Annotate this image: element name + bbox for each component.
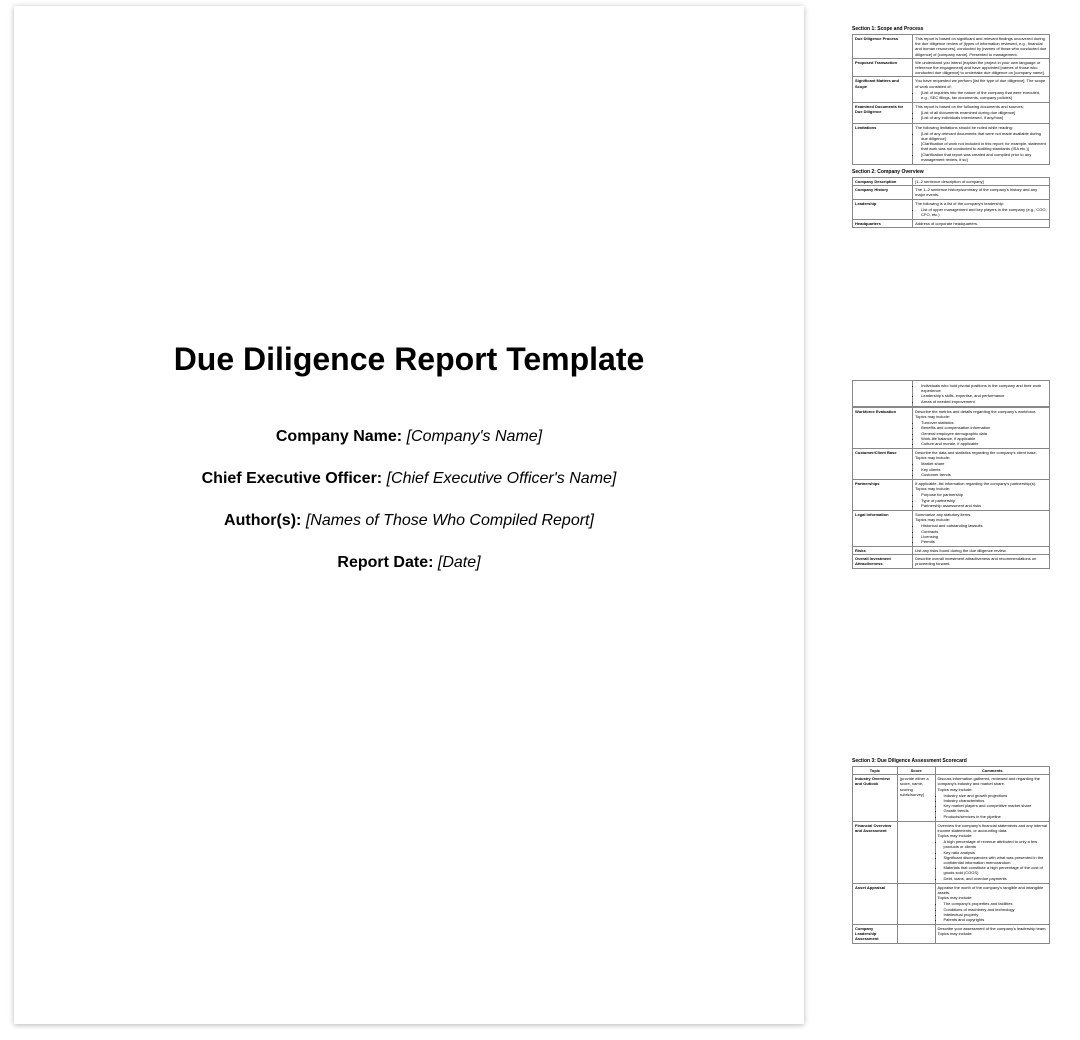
row-label: Legal Information <box>853 510 913 546</box>
scorecard-comments: Overview the company's financial stateme… <box>935 821 1050 883</box>
table-header-cell: Score <box>897 767 935 775</box>
table-row: Company HistoryThe 1–2 sentence history/… <box>853 186 1050 199</box>
row-body: If applicable, list information regardin… <box>913 480 1050 511</box>
document-title: Due Diligence Report Template <box>14 341 804 378</box>
row-body: The following limitations should be note… <box>913 123 1050 164</box>
row-body: The 1–2 sentence history/summary of the … <box>913 186 1050 199</box>
scorecard-comments: Discuss information gathered, reviewed a… <box>935 775 1050 822</box>
meta-line: Author(s): [Names of Those Who Compiled … <box>14 512 804 530</box>
table-row: Customer/Client BaseDescribe the data an… <box>853 449 1050 480</box>
table-row: Legal InformationSummarize any statutory… <box>853 510 1050 546</box>
table-row: Asset Appraisal Appraise the worth of the… <box>853 883 1050 924</box>
scorecard-comments: Appraise the worth of the company's tang… <box>935 883 1050 924</box>
meta-line: Chief Executive Officer: [Chief Executiv… <box>14 470 804 488</box>
scorecard-topic: Financial Overview and Assessment <box>853 821 898 883</box>
thumbnail-page-2[interactable]: Section 1: Scope and Process Due Diligen… <box>852 24 1050 228</box>
section-2-heading: Section 2: Company Overview <box>852 169 1050 175</box>
row-body: [1–2 sentence description of company] <box>913 177 1050 185</box>
section-1-heading: Section 1: Scope and Process <box>852 26 1050 32</box>
scorecard-comments: Describe your assessment of the company'… <box>935 925 1050 944</box>
scorecard-score <box>897 821 935 883</box>
row-label: Workforce Evaluation <box>853 407 913 448</box>
row-body: Describe the metrics and details regardi… <box>913 407 1050 448</box>
meta-label: Author(s): <box>224 512 306 529</box>
row-body: Individuals who hold pivotal positions i… <box>913 381 1050 407</box>
row-body: This report is based on the following do… <box>913 103 1050 124</box>
meta-line: Report Date: [Date] <box>14 554 804 572</box>
section-2-table-continued: Individuals who hold pivotal positions i… <box>852 380 1050 407</box>
section-3-heading: Section 3: Due Diligence Assessment Scor… <box>852 758 1050 764</box>
table-header-cell: Comments <box>935 767 1050 775</box>
meta-value: [Company's Name] <box>407 428 543 445</box>
scorecard-topic: Industry Overview and Outlook <box>853 775 898 822</box>
table-row: LimitationsThe following limitations sho… <box>853 123 1050 164</box>
meta-value: [Date] <box>438 554 481 571</box>
row-body: We understand you intend [explain the pr… <box>913 58 1050 77</box>
row-body: Describe the data and statistics regardi… <box>913 449 1050 480</box>
row-body: Address of corporate headquarters. <box>913 220 1050 228</box>
table-row: Due Diligence ProcessThis report is base… <box>853 35 1050 59</box>
meta-value: [Names of Those Who Compiled Report] <box>306 512 594 529</box>
meta-label: Company Name: <box>276 428 407 445</box>
meta-label: Chief Executive Officer: <box>202 470 387 487</box>
thumbnail-page-4[interactable]: Section 3: Due Diligence Assessment Scor… <box>852 756 1050 944</box>
table-header-row: TopicScoreComments <box>853 767 1050 775</box>
table-row: RisksList any risks found during the due… <box>853 547 1050 555</box>
table-header-cell: Topic <box>853 767 898 775</box>
row-label: Customer/Client Base <box>853 449 913 480</box>
row-body: List any risks found during the due dili… <box>913 547 1050 555</box>
row-label: Significant Matters and Scope <box>853 77 913 103</box>
scorecard-score: [provide either a score, name, scoring r… <box>897 775 935 822</box>
row-body: This report is based on significant and … <box>913 35 1050 59</box>
section-1-table: Due Diligence ProcessThis report is base… <box>852 34 1050 165</box>
row-label <box>853 381 913 407</box>
row-label: Company History <box>853 186 913 199</box>
row-label: Partnerships <box>853 480 913 511</box>
table-row: Workforce EvaluationDescribe the metrics… <box>853 407 1050 448</box>
meta-label: Report Date: <box>337 554 437 571</box>
row-label: Proposed Transaction <box>853 58 913 77</box>
row-label: Leadership <box>853 199 913 220</box>
row-label: Limitations <box>853 123 913 164</box>
document-meta-block: Company Name: [Company's Name] Chief Exec… <box>14 404 804 596</box>
section-2-table: Company Description[1–2 sentence descrip… <box>852 177 1050 228</box>
table-row: HeadquartersAddress of corporate headqua… <box>853 220 1050 228</box>
table-row: Significant Matters and ScopeYou have re… <box>853 77 1050 103</box>
section-3-scorecard-table: TopicScoreCommentsIndustry Overview and … <box>852 766 1050 944</box>
row-label: Examined Documents for Due Diligence <box>853 103 913 124</box>
table-row: LeadershipThe following is a list of the… <box>853 199 1050 220</box>
table-row: Individuals who hold pivotal positions i… <box>853 381 1050 407</box>
table-row: Industry Overview and Outlook[provide ei… <box>853 775 1050 822</box>
scorecard-topic: Company Leadership Assessment <box>853 925 898 944</box>
row-body: Summarize any statutory items.Topics may… <box>913 510 1050 546</box>
row-body: The following is a list of the company's… <box>913 199 1050 220</box>
scorecard-topic: Asset Appraisal <box>853 883 898 924</box>
row-label: Risks <box>853 547 913 555</box>
meta-value: [Chief Executive Officer's Name] <box>387 470 617 487</box>
table-row: Examined Documents for Due DiligenceThis… <box>853 103 1050 124</box>
table-row: Proposed TransactionWe understand you in… <box>853 58 1050 77</box>
scorecard-score <box>897 883 935 924</box>
row-label: Overall Investment Attractiveness <box>853 555 913 568</box>
scorecard-score <box>897 925 935 944</box>
document-page-1: Due Diligence Report Template Company Na… <box>14 6 804 1024</box>
table-row: PartnershipsIf applicable, list informat… <box>853 480 1050 511</box>
table-row: Company Leadership Assessment Describe yo… <box>853 925 1050 944</box>
table-row: Financial Overview and Assessment Overvie… <box>853 821 1050 883</box>
table-row: Overall Investment AttractivenessDescrib… <box>853 555 1050 568</box>
meta-line: Company Name: [Company's Name] <box>14 428 804 446</box>
row-label: Company Description <box>853 177 913 185</box>
table-row: Company Description[1–2 sentence descrip… <box>853 177 1050 185</box>
row-label: Headquarters <box>853 220 913 228</box>
row-body: Describe overall investment attractivene… <box>913 555 1050 568</box>
thumbnail-page-3[interactable]: Individuals who hold pivotal positions i… <box>852 380 1050 569</box>
section-2-table-details: Workforce EvaluationDescribe the metrics… <box>852 407 1050 569</box>
row-body: You have requested we perform [list the … <box>913 77 1050 103</box>
row-label: Due Diligence Process <box>853 35 913 59</box>
